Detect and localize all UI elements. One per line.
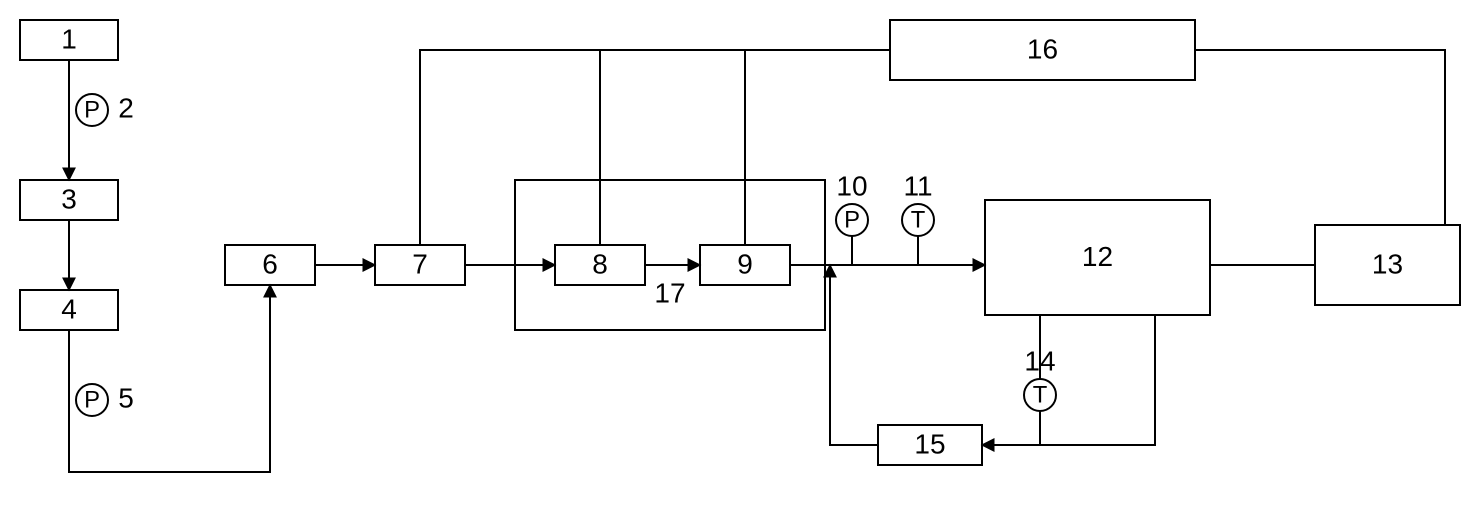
node-label-n12: 12 [1082, 241, 1113, 272]
node-label-n8: 8 [592, 248, 608, 279]
node-label-n6: 6 [262, 248, 278, 279]
instrument-symbol-i5: P [84, 386, 100, 413]
node-label-n1: 1 [61, 23, 77, 54]
instrument-symbol-i11: T [911, 206, 926, 233]
node-label-n13: 13 [1372, 248, 1403, 279]
instrument-label-i14: 14 [1024, 345, 1055, 376]
node-label-n4: 4 [61, 293, 77, 324]
instrument-symbol-i10: P [844, 206, 860, 233]
instrument-label-i5: 5 [118, 382, 134, 413]
node-label-n17: 17 [654, 277, 685, 308]
flow-edge [420, 50, 890, 245]
instrument-label-i10: 10 [836, 170, 867, 201]
node-label-n9: 9 [737, 248, 753, 279]
flow-edge [69, 285, 270, 472]
node-label-n15: 15 [914, 428, 945, 459]
node-label-n16: 16 [1027, 33, 1058, 64]
node-label-n7: 7 [412, 248, 428, 279]
node-label-n3: 3 [61, 183, 77, 214]
flow-edge [1040, 315, 1155, 445]
flow-edge [982, 315, 1040, 445]
flowchart-diagram: 17134678912131516P2P5P10T11T14 [0, 0, 1480, 527]
instrument-label-i11: 11 [903, 170, 932, 201]
flow-edge [830, 265, 878, 445]
instrument-symbol-i14: T [1033, 381, 1048, 408]
instrument-symbol-i2: P [84, 96, 100, 123]
flow-edge [1195, 50, 1445, 225]
instrument-label-i2: 2 [118, 92, 134, 123]
